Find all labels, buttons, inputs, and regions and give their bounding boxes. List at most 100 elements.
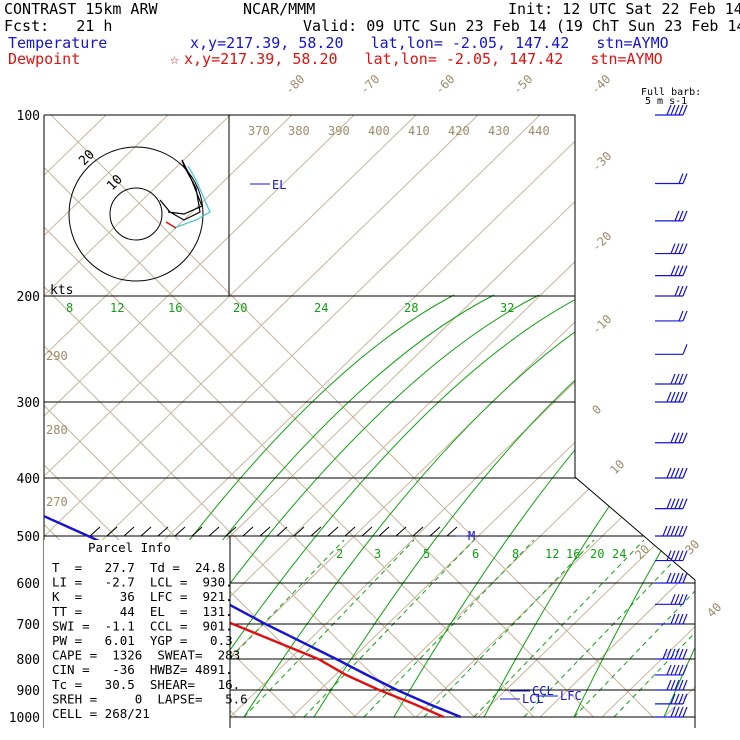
dry-adiabat-line	[44, 115, 417, 718]
wind-barb-flag	[670, 373, 676, 385]
mixing-ratio-line	[573, 539, 695, 718]
wind-barb-flag	[670, 525, 676, 537]
mixing-ratio-label: 8	[66, 301, 73, 315]
hodograph-units: kts	[50, 283, 73, 298]
temperature-location: x,y=217.39, 58.20 lat,lon= -2.05, 147.42…	[190, 34, 669, 52]
wind-barb-flag	[678, 706, 684, 718]
dry-adiabat-line	[601, 115, 695, 718]
wind-barb-flag	[682, 265, 688, 276]
level-hatch	[378, 526, 390, 537]
temperature-profile	[44, 115, 462, 719]
moist-adiabat-line	[483, 294, 695, 718]
mixing-ratio-label: 5	[423, 547, 430, 561]
wind-barb-flag	[670, 467, 676, 479]
wind-barb-flag	[674, 265, 680, 276]
parcel-row: CIN = -36 HWBZ= 4891.	[52, 662, 233, 677]
theta-label: 380	[288, 124, 310, 138]
level-marker-label: LCL	[522, 692, 544, 706]
mixing-ratio-label: 12	[545, 547, 559, 561]
wind-barb-flag	[666, 498, 672, 509]
wind-barb-flag	[682, 104, 688, 116]
hodograph-trace	[159, 159, 203, 221]
level-hatch	[89, 526, 101, 537]
theta-label: 290	[46, 349, 68, 363]
isotherm-line	[44, 115, 475, 718]
isotherm-label: -20	[589, 229, 614, 254]
mixing-ratio-label: 28	[404, 301, 418, 315]
moist-adiabat-line	[313, 294, 690, 718]
wind-barb-flag	[678, 210, 684, 222]
wind-barb-flag	[666, 664, 672, 676]
wind-barb-flag	[670, 265, 676, 276]
wind-barb-flag	[674, 693, 680, 705]
wind-barb	[655, 706, 688, 718]
wind-barb-flag	[666, 550, 672, 561]
wind-barb-flag	[682, 664, 688, 676]
mixing-ratio-label: 32	[500, 301, 514, 315]
wind-barb-flag	[670, 432, 676, 443]
dry-adiabat-line	[353, 115, 695, 718]
isotherm-label: 10	[607, 457, 627, 477]
dry-adiabat-line	[229, 115, 695, 718]
wind-barb-flag	[682, 613, 688, 625]
center-title: NCAR/MMM	[243, 0, 316, 18]
parcel-title: Parcel Info	[88, 540, 171, 555]
mixing-ratio-line	[243, 539, 415, 718]
theta-label: 430	[488, 124, 510, 138]
wind-barb-flag	[670, 498, 676, 509]
wind-barb-flag	[670, 572, 676, 584]
wind-barb-flag	[666, 525, 672, 537]
pressure-tick-label: 1000	[9, 711, 40, 726]
level-hatch	[446, 526, 458, 537]
wind-barb	[655, 173, 688, 185]
wind-barb-flag	[674, 432, 680, 443]
star-icon: ☆	[170, 50, 180, 68]
wind-barb-flag	[674, 285, 680, 297]
wind-barb-flag	[678, 693, 684, 705]
level-hatch	[157, 526, 169, 537]
wind-barb-flag	[674, 498, 680, 509]
level-marker-label: LFC	[560, 689, 582, 703]
pressure-tick-label: 700	[17, 618, 40, 633]
wind-barb-flag	[674, 210, 680, 222]
mixing-ratio-label: 8	[512, 547, 519, 561]
wind-barb-flag	[682, 391, 688, 403]
wind-barb-flag	[674, 525, 680, 537]
mixing-ratio-line	[473, 539, 645, 718]
theta-label: 410	[408, 124, 430, 138]
level-hatch	[395, 526, 407, 537]
wind-barb-flag	[670, 104, 676, 116]
wind-barb-flag	[666, 391, 672, 403]
pressure-tick-label: 800	[17, 653, 40, 668]
parcel-row: SWI = -1.1 CCL = 901.	[52, 618, 233, 633]
theta-label: 280	[46, 423, 68, 437]
mixing-ratio-line	[523, 539, 695, 718]
mixing-ratio-label: 6	[472, 547, 479, 561]
mixing-ratio-label: 16	[566, 547, 580, 561]
wind-barb-flag	[674, 104, 680, 116]
dry-adiabat-line	[291, 115, 695, 718]
wind-barb-flag	[666, 648, 672, 660]
dry-adiabat-line	[167, 115, 695, 718]
wind-barb-flag	[666, 467, 672, 479]
wind-barb-flag	[682, 693, 688, 705]
wind-barb-flag	[674, 572, 680, 584]
wind-barb-flag	[682, 648, 688, 660]
wind-barb-flag	[674, 679, 680, 691]
mixing-ratio-label: 12	[110, 301, 124, 315]
dewpoint-profile	[44, 115, 445, 719]
parcel-row: CELL = 268/21	[52, 706, 150, 721]
wind-barb	[655, 498, 688, 510]
wind-barb-flag	[682, 467, 688, 479]
mixing-ratio-label: 20	[233, 301, 247, 315]
parcel-row: CAPE = 1326 SWEAT= 283	[52, 648, 240, 663]
level-hatch	[106, 526, 118, 537]
wind-barb-flag	[678, 265, 684, 276]
theta-label: 270	[46, 495, 68, 509]
wind-barb-flag	[674, 550, 680, 561]
hodograph-ring	[68, 146, 204, 282]
wind-barb-flag	[674, 706, 680, 718]
level-hatch	[361, 526, 373, 537]
isotherm-label: 0	[589, 402, 604, 417]
level-hatch	[327, 526, 339, 537]
